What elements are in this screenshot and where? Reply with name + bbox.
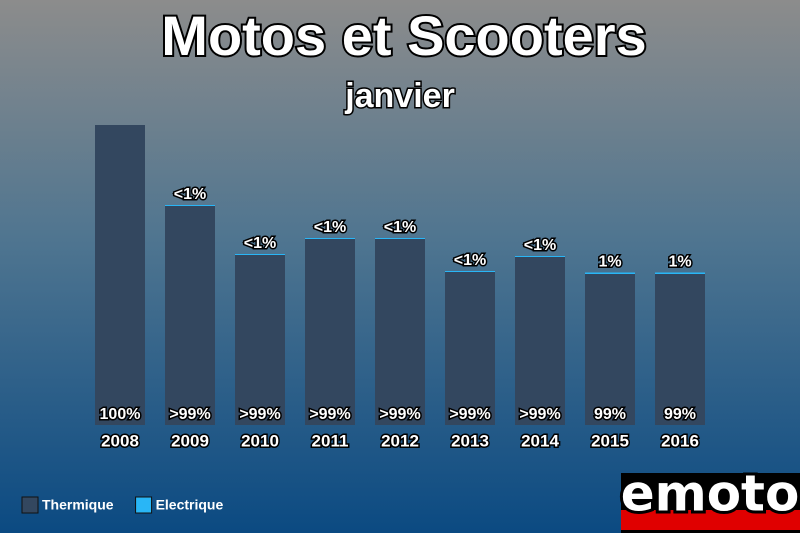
x-tick-label: 2016 (661, 431, 699, 450)
x-tick-label: 2011 (312, 431, 349, 450)
x-tick-label: 2014 (521, 431, 559, 450)
value-label: <1% (314, 219, 346, 236)
value-label: 100% (100, 406, 141, 423)
value-label: 1% (668, 254, 691, 271)
x-tick-label: 2015 (591, 431, 629, 450)
value-label: >99% (519, 406, 560, 423)
bar-segment (655, 272, 705, 274)
bar-segment (585, 274, 635, 425)
x-tick-label: 2010 (241, 431, 279, 450)
value-label: >99% (449, 406, 490, 423)
legend-swatch (21, 496, 39, 514)
bar-segment (375, 239, 425, 425)
value-label: 1% (598, 254, 621, 271)
legend-label: Thermique (42, 497, 114, 513)
chart-subtitle: janvier (344, 77, 455, 115)
chart-title: Motos et Scooters (161, 4, 646, 67)
legend-label: Electrique (156, 497, 224, 513)
bar-segment (95, 125, 145, 425)
x-tick-label: 2009 (171, 431, 209, 450)
bar-segment (305, 238, 355, 239)
x-tick-label: 2013 (451, 431, 489, 450)
bar-segment (235, 255, 285, 425)
bar-segment (305, 239, 355, 425)
x-tick-label: 2012 (381, 431, 419, 450)
bar-segment (655, 274, 705, 425)
bar-segment (585, 272, 635, 274)
value-label: 99% (594, 406, 626, 423)
value-label: >99% (239, 406, 280, 423)
value-label: >99% (379, 406, 420, 423)
value-label: <1% (384, 219, 416, 236)
value-label: <1% (174, 186, 206, 203)
x-tick-label: 2008 (101, 431, 139, 450)
bar-segment (515, 256, 565, 257)
bar-segment (165, 205, 215, 206)
value-label: <1% (524, 237, 556, 254)
bar-segment (445, 271, 495, 272)
bar-segment (165, 206, 215, 425)
bar-segment (445, 272, 495, 425)
value-label: <1% (454, 252, 486, 269)
value-label: <1% (244, 235, 276, 252)
legend-swatch (135, 496, 153, 514)
logo: emoto (621, 465, 800, 523)
value-label: >99% (169, 406, 210, 423)
value-label: >99% (309, 406, 350, 423)
value-label: 99% (664, 406, 696, 423)
bar-segment (375, 238, 425, 239)
logo-stripe (621, 510, 800, 530)
bar-segment (235, 254, 285, 255)
bar-segment (515, 257, 565, 425)
